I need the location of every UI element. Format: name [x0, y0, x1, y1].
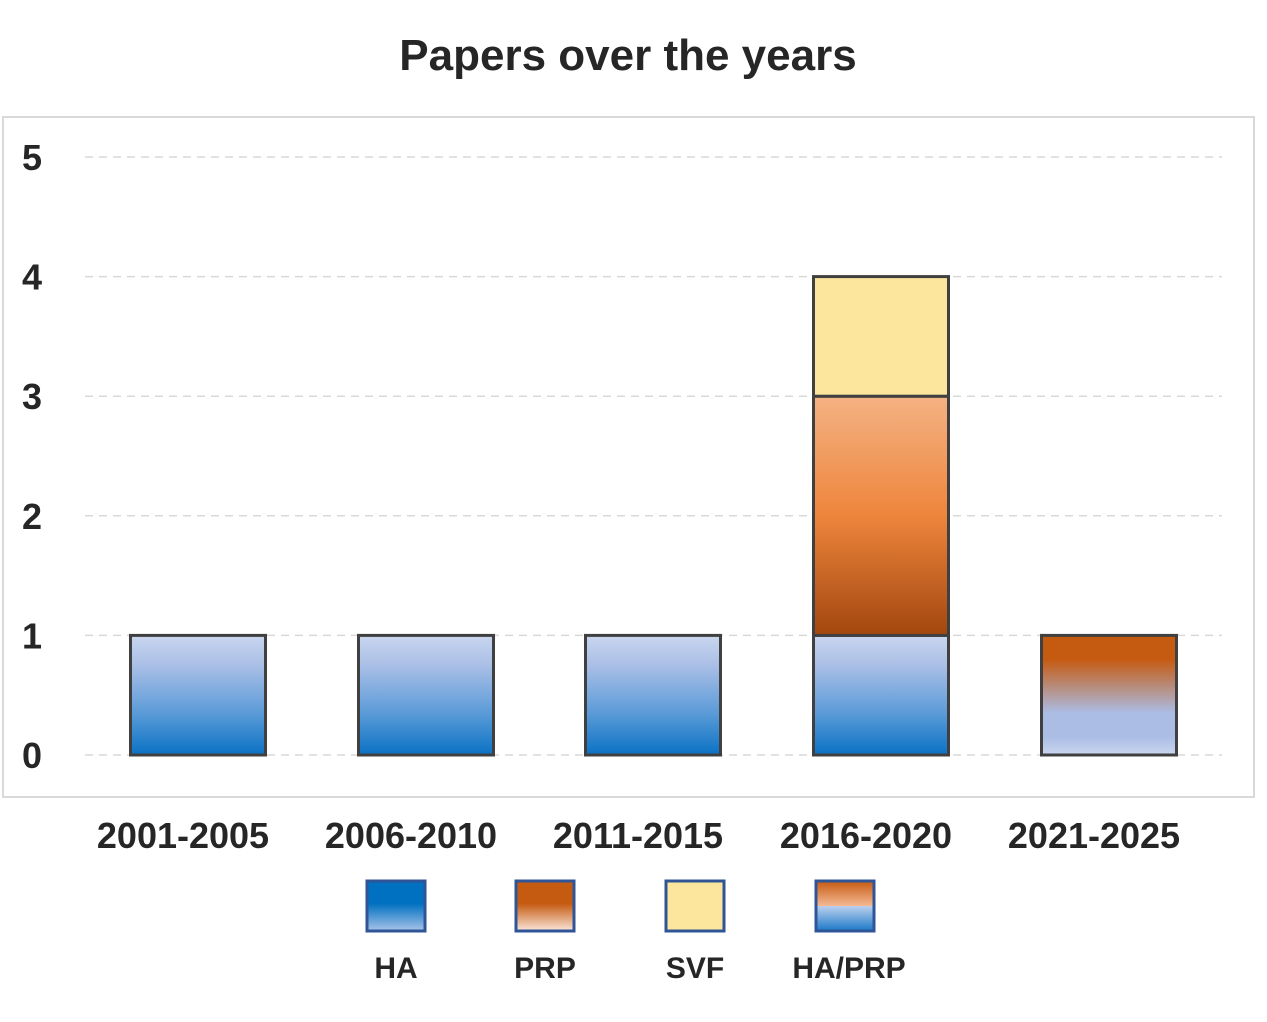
chart-title: Papers over the years	[399, 31, 856, 80]
bar-ha-2011-2015	[584, 633, 722, 757]
x-tick-label: 2021-2025	[1008, 815, 1180, 856]
x-tick-label: 2016-2020	[780, 815, 952, 856]
bar-prp-2016-2020	[812, 394, 950, 637]
x-tick-label: 2001-2005	[97, 815, 269, 856]
x-tick-label: 2011-2015	[553, 815, 723, 856]
legend-swatch-prp	[514, 879, 576, 933]
y-tick-label: 4	[22, 257, 42, 298]
y-tick-label: 2	[22, 496, 42, 537]
legend-label: HA	[374, 952, 417, 985]
y-tick-label: 0	[22, 735, 42, 776]
bar-ha-2016-2020	[812, 633, 950, 757]
legend-swatch-ha-prp	[814, 879, 876, 933]
x-tick-label: 2006-2010	[325, 815, 497, 856]
bar-ha-2006-2010	[357, 633, 495, 757]
bar-svf-2016-2020	[812, 275, 950, 398]
bar-ha-prp-2021-2025	[1040, 633, 1178, 757]
y-tick-label: 1	[22, 615, 42, 656]
legend-swatch-ha	[365, 879, 427, 933]
legend-label: SVF	[666, 952, 724, 985]
y-tick-label: 5	[22, 137, 42, 178]
legend-label: PRP	[514, 952, 576, 985]
legend-label: HA/PRP	[792, 952, 905, 985]
y-tick-label: 3	[22, 376, 42, 417]
legend-swatch-svf	[664, 879, 726, 933]
bar-ha-2001-2005	[129, 633, 267, 757]
